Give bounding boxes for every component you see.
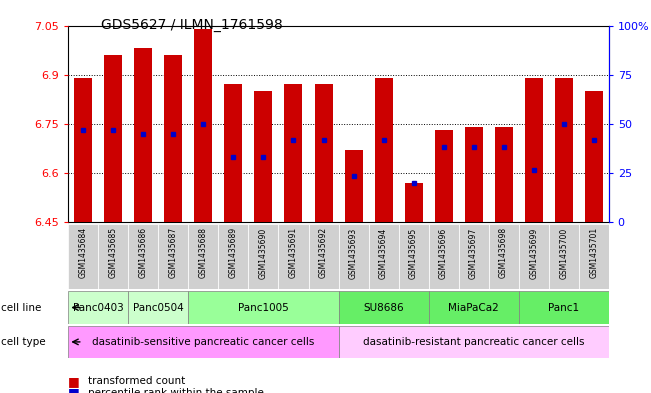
Bar (165, 55, 182, 222)
Bar (428, 224, 458, 289)
Bar (225, 84, 242, 222)
Text: transformed count: transformed count (88, 376, 185, 386)
Text: cell type: cell type (1, 337, 46, 347)
Text: GSM1435696: GSM1435696 (439, 227, 448, 279)
Bar (579, 224, 609, 289)
Text: dasatinib-resistant pancreatic cancer cells: dasatinib-resistant pancreatic cancer ce… (363, 337, 585, 347)
Bar (555, 78, 573, 222)
Bar (104, 55, 122, 222)
Bar (68, 291, 128, 324)
Bar (68, 326, 339, 358)
Text: GSM1435689: GSM1435689 (229, 227, 238, 278)
Text: GSM1435692: GSM1435692 (319, 227, 328, 278)
Text: GSM1435685: GSM1435685 (109, 227, 118, 278)
Bar (525, 78, 543, 222)
Bar (188, 224, 219, 289)
Bar (339, 326, 609, 358)
Bar (519, 224, 549, 289)
Text: GDS5627 / ILMN_1761598: GDS5627 / ILMN_1761598 (101, 18, 283, 32)
Text: ■: ■ (68, 386, 80, 393)
Bar (435, 130, 452, 222)
Text: GSM1435688: GSM1435688 (199, 227, 208, 278)
Bar (374, 78, 393, 222)
Bar (255, 91, 273, 222)
Text: GSM1435699: GSM1435699 (529, 227, 538, 279)
Bar (134, 48, 152, 222)
Bar (458, 224, 489, 289)
Bar (195, 29, 212, 222)
Bar (519, 291, 609, 324)
Text: cell line: cell line (1, 303, 42, 312)
Bar (314, 84, 333, 222)
Bar (279, 224, 309, 289)
Text: GSM1435687: GSM1435687 (169, 227, 178, 278)
Bar (68, 224, 98, 289)
Text: Panc0403: Panc0403 (73, 303, 124, 312)
Bar (339, 224, 368, 289)
Text: GSM1435690: GSM1435690 (259, 227, 268, 279)
Bar (158, 224, 188, 289)
Text: MiaPaCa2: MiaPaCa2 (449, 303, 499, 312)
Text: dasatinib-sensitive pancreatic cancer cells: dasatinib-sensitive pancreatic cancer ce… (92, 337, 314, 347)
Bar (128, 224, 158, 289)
Text: Panc1005: Panc1005 (238, 303, 289, 312)
Bar (339, 291, 428, 324)
Text: GSM1435693: GSM1435693 (349, 227, 358, 279)
Bar (249, 224, 279, 289)
Bar (128, 291, 188, 324)
Text: GSM1435697: GSM1435697 (469, 227, 478, 279)
Text: GSM1435701: GSM1435701 (589, 227, 598, 278)
Text: GSM1435691: GSM1435691 (289, 227, 298, 278)
Text: GSM1435700: GSM1435700 (559, 227, 568, 279)
Bar (219, 224, 249, 289)
Text: GSM1435698: GSM1435698 (499, 227, 508, 278)
Bar (428, 291, 519, 324)
Text: GSM1435686: GSM1435686 (139, 227, 148, 278)
Bar (344, 150, 363, 222)
Bar (549, 224, 579, 289)
Text: GSM1435695: GSM1435695 (409, 227, 418, 279)
Text: GSM1435684: GSM1435684 (79, 227, 88, 278)
Bar (404, 183, 422, 222)
Bar (98, 224, 128, 289)
Text: Panc1: Panc1 (548, 303, 579, 312)
Bar (368, 224, 398, 289)
Bar (309, 224, 339, 289)
Text: Panc0504: Panc0504 (133, 303, 184, 312)
Bar (489, 224, 519, 289)
Bar (398, 224, 428, 289)
Text: GSM1435694: GSM1435694 (379, 227, 388, 279)
Text: ■: ■ (68, 375, 80, 388)
Bar (585, 91, 603, 222)
Bar (495, 127, 512, 222)
Bar (188, 291, 339, 324)
Bar (284, 84, 303, 222)
Text: percentile rank within the sample: percentile rank within the sample (88, 388, 264, 393)
Bar (74, 78, 92, 222)
Bar (465, 127, 482, 222)
Text: SU8686: SU8686 (363, 303, 404, 312)
